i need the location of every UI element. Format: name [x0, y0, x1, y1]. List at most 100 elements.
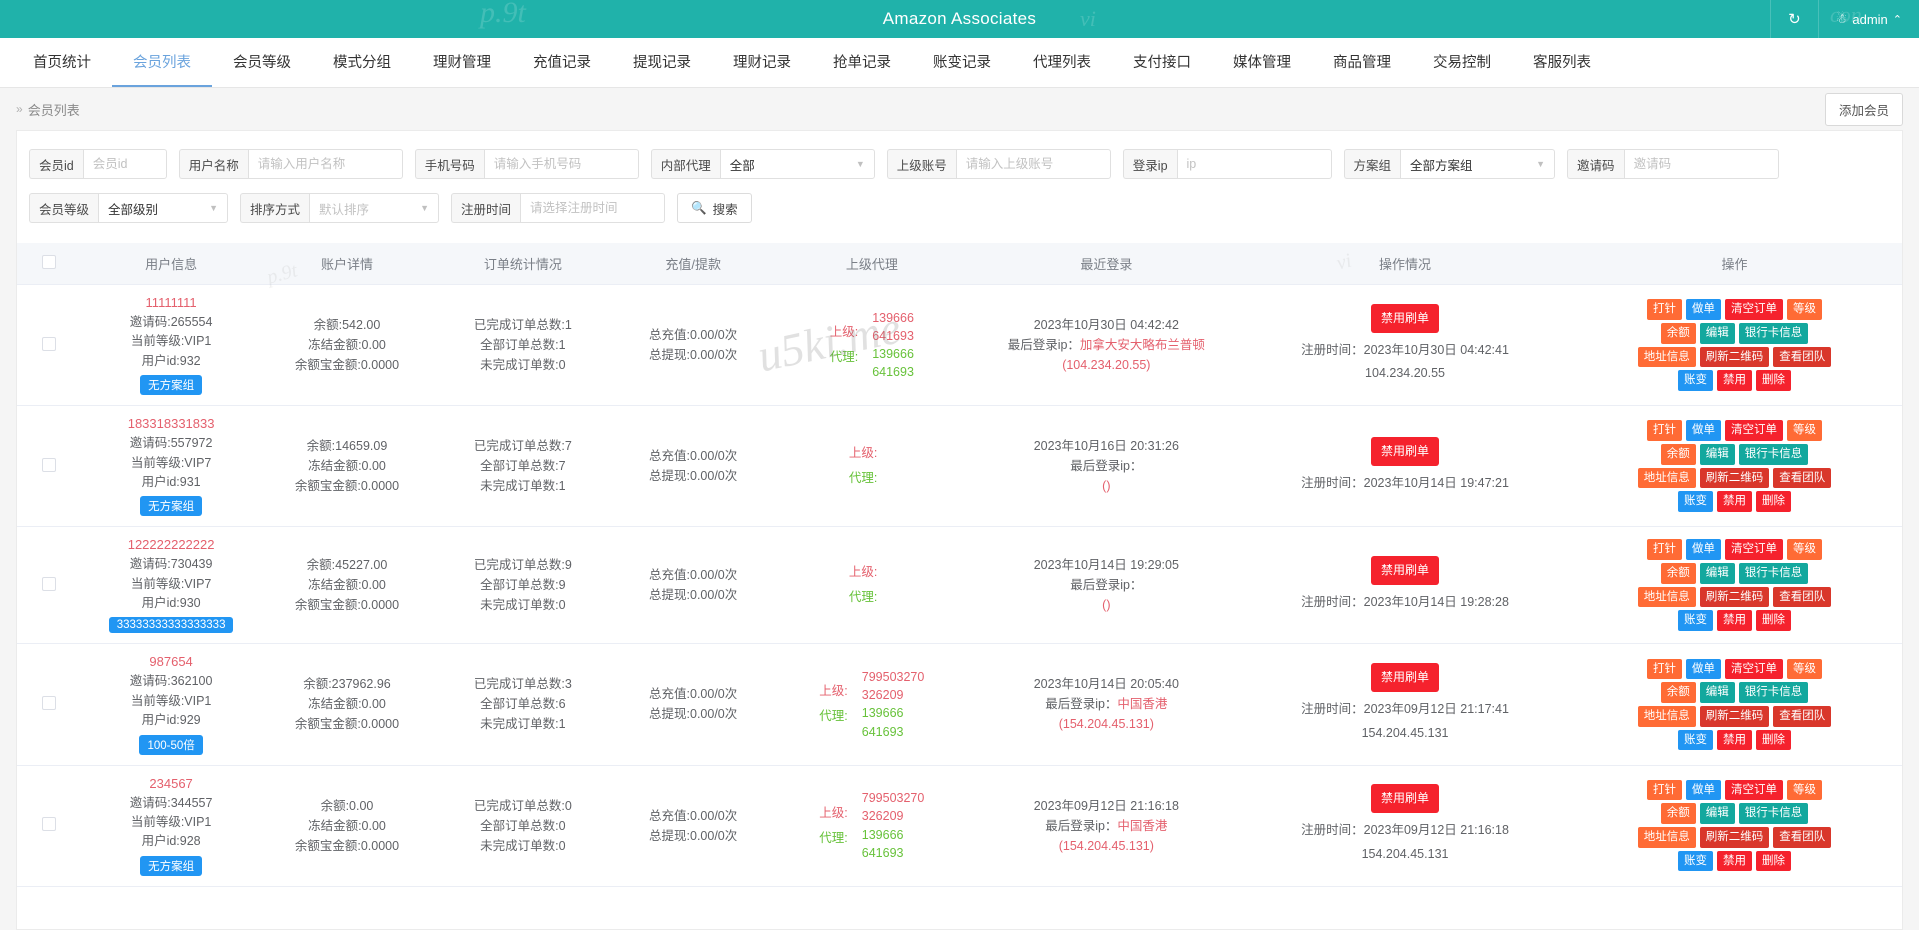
action-button-0-0[interactable]: 打针	[1646, 658, 1682, 680]
row-checkbox[interactable]	[42, 457, 57, 472]
action-button-0-3[interactable]: 等级	[1786, 299, 1822, 320]
search-button[interactable]: 🔍 搜索	[677, 193, 752, 223]
action-button-0-0[interactable]: 打针	[1646, 299, 1682, 320]
action-button-1-0[interactable]: 余额	[1660, 803, 1696, 825]
nav-item-1[interactable]: 会员列表	[112, 38, 212, 87]
action-button-3-1[interactable]: 禁用	[1716, 729, 1752, 751]
action-button-1-2[interactable]: 银行卡信息	[1738, 682, 1809, 703]
nav-item-12[interactable]: 媒体管理	[1212, 38, 1312, 87]
action-button-3-2[interactable]: 删除	[1755, 370, 1791, 391]
action-button-0-2[interactable]: 清空订单	[1724, 779, 1783, 801]
action-button-0-1[interactable]: 做单	[1685, 420, 1721, 442]
action-button-3-0[interactable]: 账变	[1677, 491, 1713, 513]
nav-item-6[interactable]: 提现记录	[612, 38, 712, 87]
filter-select-row2-0[interactable]: 全部级别 ▼	[98, 193, 229, 223]
action-button-2-2[interactable]: 查看团队	[1773, 467, 1832, 489]
nav-item-11[interactable]: 支付接口	[1112, 38, 1212, 87]
action-button-0-1[interactable]: 做单	[1685, 658, 1721, 680]
filter-input-row1-0[interactable]	[82, 149, 167, 179]
action-button-2-2[interactable]: 查看团队	[1773, 827, 1832, 848]
upper-value[interactable]: 799503270	[861, 670, 925, 685]
action-button-3-0[interactable]: 账变	[1677, 729, 1713, 751]
action-button-1-0[interactable]: 余额	[1660, 563, 1696, 584]
action-button-2-1[interactable]: 刷新二维码	[1699, 346, 1770, 368]
select-all-checkbox[interactable]	[42, 255, 57, 269]
status-badge[interactable]: 禁用刷单	[1371, 663, 1440, 693]
action-button-3-0[interactable]: 账变	[1677, 610, 1713, 632]
agent-value[interactable]: 139666	[861, 706, 904, 721]
action-button-3-2[interactable]: 删除	[1755, 610, 1791, 632]
action-button-1-0[interactable]: 余额	[1660, 444, 1696, 465]
action-button-2-1[interactable]: 刷新二维码	[1699, 586, 1770, 608]
filter-input-row1-5[interactable]	[1176, 149, 1332, 179]
action-button-0-3[interactable]: 等级	[1786, 539, 1822, 561]
upper-value[interactable]: 139666	[872, 310, 914, 325]
filter-input-row1-1[interactable]	[247, 149, 403, 179]
nav-item-15[interactable]: 客服列表	[1512, 38, 1612, 87]
filter-select-row1-6[interactable]: 全部方案组 ▼	[1400, 149, 1556, 179]
action-button-1-2[interactable]: 银行卡信息	[1738, 803, 1809, 825]
agent-value[interactable]: 139666	[872, 347, 914, 362]
upper-value[interactable]: 326209	[861, 809, 904, 824]
action-button-0-3[interactable]: 等级	[1786, 420, 1822, 442]
upper-value[interactable]: 799503270	[861, 791, 925, 806]
filter-select-row2-1[interactable]: 默认排序 ▼	[309, 193, 440, 223]
agent-value[interactable]: 641693	[861, 845, 904, 860]
filter-input-row1-7[interactable]	[1623, 149, 1779, 179]
action-button-2-2[interactable]: 查看团队	[1773, 346, 1832, 368]
status-badge[interactable]: 禁用刷单	[1371, 303, 1440, 333]
action-button-0-2[interactable]: 清空订单	[1724, 420, 1783, 442]
nav-item-2[interactable]: 会员等级	[212, 38, 312, 87]
action-button-3-2[interactable]: 删除	[1755, 491, 1791, 513]
action-button-3-0[interactable]: 账变	[1677, 370, 1713, 391]
action-button-3-2[interactable]: 删除	[1755, 850, 1791, 872]
action-button-3-1[interactable]: 禁用	[1716, 610, 1752, 632]
action-button-1-1[interactable]: 编辑	[1699, 322, 1735, 344]
row-checkbox[interactable]	[42, 695, 57, 710]
action-button-0-1[interactable]: 做单	[1685, 779, 1721, 801]
row-checkbox[interactable]	[42, 576, 57, 591]
action-button-2-0[interactable]: 地址信息	[1637, 586, 1696, 608]
action-button-1-2[interactable]: 银行卡信息	[1738, 563, 1809, 584]
action-button-1-1[interactable]: 编辑	[1699, 682, 1735, 703]
action-button-0-2[interactable]: 清空订单	[1724, 299, 1783, 320]
action-button-1-1[interactable]: 编辑	[1699, 803, 1735, 825]
action-button-2-0[interactable]: 地址信息	[1637, 467, 1696, 489]
action-button-3-1[interactable]: 禁用	[1716, 850, 1752, 872]
action-button-0-0[interactable]: 打针	[1646, 539, 1682, 561]
action-button-0-3[interactable]: 等级	[1786, 779, 1822, 801]
action-button-1-0[interactable]: 余额	[1660, 682, 1696, 703]
action-button-2-1[interactable]: 刷新二维码	[1699, 705, 1770, 727]
action-button-2-0[interactable]: 地址信息	[1637, 705, 1696, 727]
status-badge[interactable]: 禁用刷单	[1371, 436, 1440, 466]
row-checkbox[interactable]	[42, 817, 57, 832]
nav-item-9[interactable]: 账变记录	[912, 38, 1012, 87]
row-checkbox[interactable]	[42, 336, 57, 351]
user-menu-button[interactable]: ☃ admin ⌃	[1817, 0, 1919, 38]
action-button-2-1[interactable]: 刷新二维码	[1699, 827, 1770, 848]
action-button-0-0[interactable]: 打针	[1646, 420, 1682, 442]
action-button-2-0[interactable]: 地址信息	[1637, 827, 1696, 848]
nav-item-13[interactable]: 商品管理	[1312, 38, 1412, 87]
action-button-3-1[interactable]: 禁用	[1716, 370, 1752, 391]
action-button-0-1[interactable]: 做单	[1685, 299, 1721, 320]
filter-input-row1-4[interactable]	[955, 149, 1111, 179]
nav-item-10[interactable]: 代理列表	[1012, 38, 1112, 87]
action-button-0-1[interactable]: 做单	[1685, 539, 1721, 561]
filter-input-row1-2[interactable]	[483, 149, 639, 179]
status-badge[interactable]: 禁用刷单	[1371, 556, 1440, 585]
agent-value[interactable]: 641693	[861, 724, 904, 739]
agent-value[interactable]: 139666	[861, 827, 904, 842]
upper-value[interactable]: 326209	[861, 688, 904, 703]
add-member-button[interactable]: 添加会员	[1824, 92, 1903, 126]
refresh-button[interactable]: ↻	[1770, 0, 1818, 38]
upper-value[interactable]: 641693	[872, 328, 914, 343]
status-badge[interactable]: 禁用刷单	[1371, 784, 1440, 814]
action-button-2-2[interactable]: 查看团队	[1773, 586, 1832, 608]
action-button-3-1[interactable]: 禁用	[1716, 491, 1752, 513]
action-button-1-0[interactable]: 余额	[1660, 322, 1696, 344]
action-button-3-2[interactable]: 删除	[1755, 729, 1791, 751]
nav-item-5[interactable]: 充值记录	[512, 38, 612, 87]
action-button-0-2[interactable]: 清空订单	[1724, 539, 1783, 561]
action-button-1-1[interactable]: 编辑	[1699, 444, 1735, 465]
